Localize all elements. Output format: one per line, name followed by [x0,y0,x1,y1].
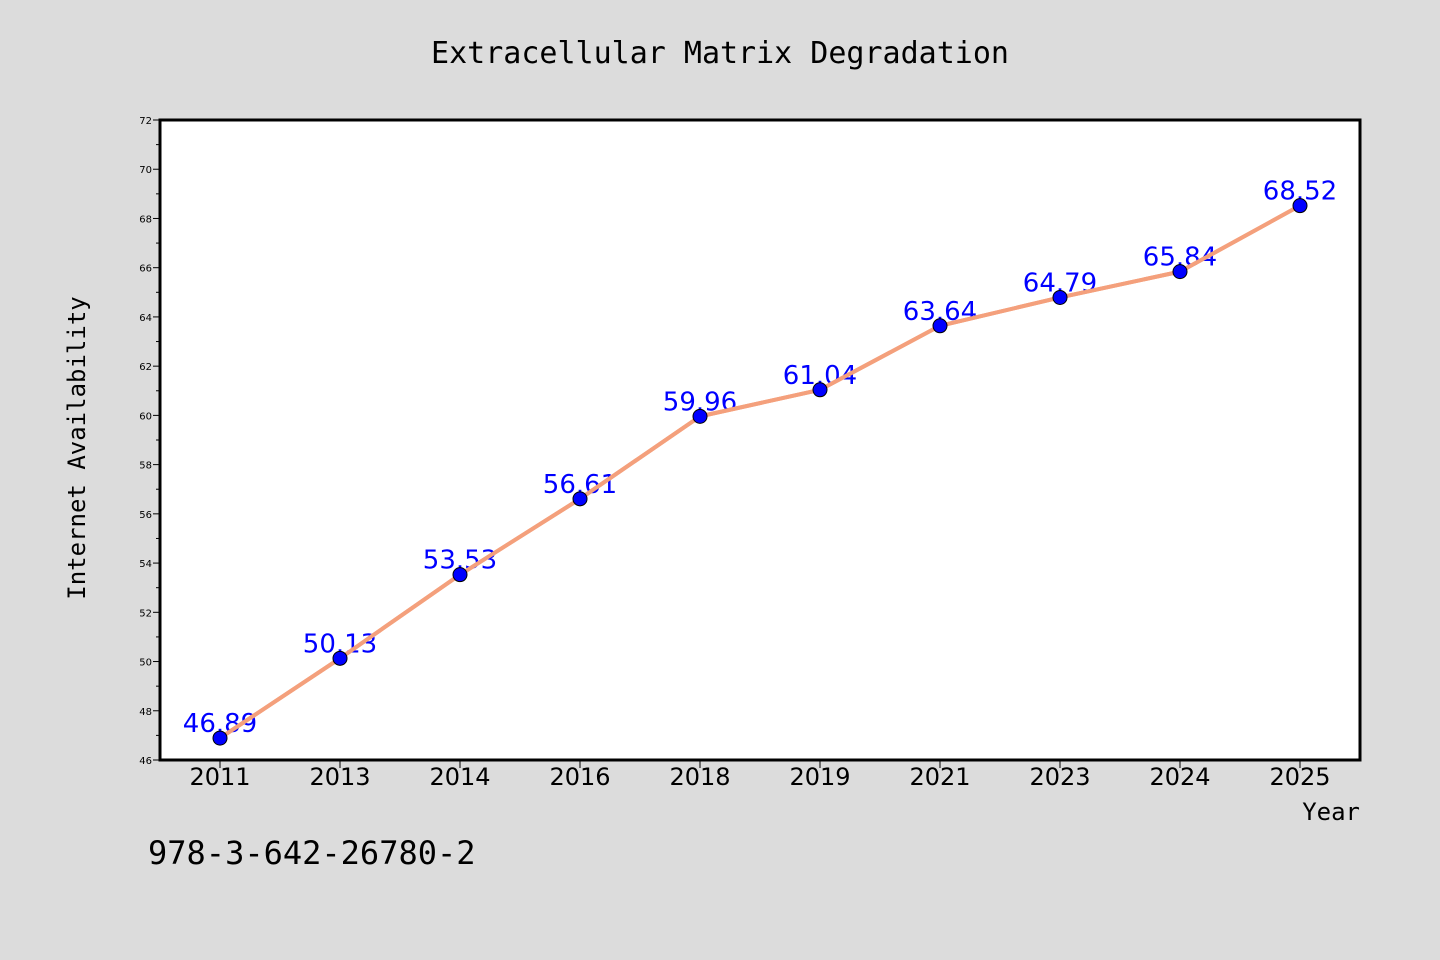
y-axis-title: Internet Availability [63,296,91,599]
y-axis: 46 48 50 52 54 56 58 60 62 64 66 68 70 72 [139,116,160,767]
y-tick-label: 72 [139,116,152,127]
x-tick-label: 2023 [1029,763,1090,791]
x-axis: 2011 2013 2014 2016 2018 2019 2021 2023 2024 2025 [189,760,1331,791]
x-tick-label: 2025 [1269,763,1330,791]
y-tick-label: 46 [139,756,152,767]
y-tick-label: 68 [139,214,152,225]
data-point [692,408,708,424]
series-layer: 46.8950.1353.5356.6159.9661.0463.6464.79… [183,177,1337,746]
plot-area [160,120,1360,760]
x-tick-label: 2021 [909,763,970,791]
x-tick-label: 2016 [549,763,610,791]
data-point [572,491,588,507]
chart-title: Extracellular Matrix Degradation [431,36,1009,71]
series-line-overlay [218,203,1302,741]
x-tick-label: 2013 [309,763,370,791]
y-tick-label: 48 [139,707,152,718]
y-tick-label: 58 [139,461,152,472]
y-tick-label: 66 [139,264,152,275]
data-point [1292,198,1308,214]
y-tick-label: 60 [139,411,152,422]
data-point [452,567,468,583]
plot-frame [158,118,1362,762]
x-tick-label: 2024 [1149,763,1210,791]
y-tick-label: 64 [139,313,152,324]
y-tick-label: 54 [139,559,152,570]
y-tick-label: 50 [139,658,152,669]
x-tick-label: 2011 [189,763,250,791]
data-point [812,382,828,398]
y-tick-label: 70 [139,165,152,176]
x-tick-label: 2014 [429,763,490,791]
data-point [1052,289,1068,305]
isbn-text: 978-3-642-26780-2 [148,834,476,872]
x-axis-title: Year [1302,798,1360,826]
y-tick-label: 52 [139,608,152,619]
data-point [332,650,348,666]
y-tick-label: 56 [139,510,152,521]
x-tick-label: 2019 [789,763,850,791]
data-point [932,318,948,334]
data-point [1172,264,1188,280]
y-tick-label: 62 [139,362,152,373]
x-tick-label: 2018 [669,763,730,791]
data-point [212,730,228,746]
